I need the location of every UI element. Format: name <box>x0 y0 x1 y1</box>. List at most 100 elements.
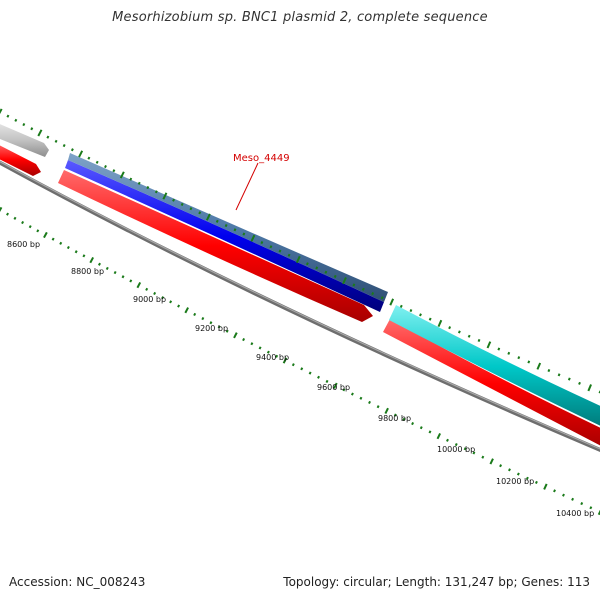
scale-tick <box>350 392 354 396</box>
scale-tick <box>317 375 320 379</box>
scale-tick <box>189 207 193 211</box>
scale-tick <box>305 262 309 266</box>
scale-tick <box>472 451 476 455</box>
scale-label: 9600 bp <box>317 383 350 392</box>
scale-tick <box>136 281 142 289</box>
scale-tick <box>553 489 556 493</box>
scale-tick <box>258 346 262 350</box>
scale-tick <box>516 472 520 476</box>
scale-tick <box>557 373 561 377</box>
scale-tick <box>597 508 600 516</box>
scale-tick <box>376 405 380 409</box>
scale-tick <box>87 156 91 160</box>
scale-tick <box>567 377 571 381</box>
scale-tick <box>233 228 237 232</box>
scale-tick <box>215 219 219 223</box>
scale-tick <box>389 298 395 306</box>
scale-label: 10000 bp <box>437 445 475 454</box>
scale-tick <box>21 220 25 225</box>
scale-tick <box>437 319 443 328</box>
scale-tick <box>428 430 432 434</box>
scale-label: 8600 bp <box>7 240 40 249</box>
scale-tick <box>477 338 481 342</box>
scale-tick <box>525 476 529 480</box>
scale-tick <box>287 253 291 257</box>
scale-tick <box>562 493 565 497</box>
scale-tick <box>180 202 184 207</box>
scale-tick <box>43 231 48 239</box>
scale-tick <box>543 483 548 490</box>
scale-tick <box>371 291 375 296</box>
scale-tick <box>146 185 150 190</box>
scale-tick <box>51 237 55 241</box>
scale-tick <box>250 234 256 242</box>
scale-tick <box>66 245 70 250</box>
gene-reverse-cyan <box>389 305 600 426</box>
scale-tick <box>342 277 347 285</box>
scale-tick <box>527 360 531 364</box>
scale-tick <box>399 304 403 308</box>
scale-tick <box>282 357 288 364</box>
scale-tick <box>580 502 584 506</box>
scale-tick <box>507 351 511 355</box>
scale-label: 9800 bp <box>378 414 411 423</box>
scale-tick <box>95 160 99 164</box>
scale-tick <box>308 371 312 375</box>
scale-tick <box>295 255 301 264</box>
scale-tick <box>172 198 176 202</box>
gene-label-leader <box>235 162 259 211</box>
scale-tick <box>275 354 279 358</box>
scale-tick <box>291 363 295 367</box>
scale-tick <box>463 447 467 451</box>
scale-tick <box>201 316 205 321</box>
scale-tick <box>368 400 371 405</box>
scale-tick <box>428 317 432 321</box>
scale-tick <box>119 171 125 179</box>
scale-tick <box>419 426 423 430</box>
scale-tick <box>0 206 3 214</box>
scale-tick <box>489 458 494 465</box>
scale-tick <box>578 381 581 385</box>
scale-tick <box>250 342 254 346</box>
scale-tick <box>121 275 125 279</box>
map-title: Mesorhizobium sp. BNC1 plasmid 2, comple… <box>112 10 488 25</box>
scale-tick <box>54 139 58 143</box>
scale-tick <box>436 432 442 440</box>
scale-tick <box>6 114 10 118</box>
scale-tick <box>0 108 3 116</box>
topology-summary: Topology: circular; Length: 131,247 bp; … <box>283 575 590 589</box>
scale-tick <box>278 249 282 253</box>
scale-tick <box>162 192 168 200</box>
scale-label: 9400 bp <box>256 353 289 362</box>
scale-tick <box>457 330 461 334</box>
scale-tick <box>184 307 189 314</box>
gene-forward-right <box>383 319 600 446</box>
scale-tick <box>36 229 40 233</box>
scale-tick <box>224 223 228 228</box>
scale-tick <box>217 325 221 329</box>
scale-tick <box>153 291 157 296</box>
scale-tick <box>28 225 32 229</box>
scale-tick <box>233 332 238 339</box>
scale-tick <box>205 213 211 221</box>
scale-label: 8800 bp <box>71 267 104 276</box>
scale-tick <box>105 266 109 271</box>
gene-reverse-blue <box>65 160 384 312</box>
scale-tick <box>333 274 337 279</box>
scale-tick <box>37 129 43 137</box>
scale-tick <box>411 421 415 426</box>
scale-tick <box>333 382 338 389</box>
scale-tick <box>547 369 551 373</box>
scale-tick <box>113 270 117 275</box>
scale-tick <box>13 216 17 220</box>
scale-tick <box>266 350 270 354</box>
scale-tick <box>82 254 86 258</box>
scale-tick <box>325 379 329 384</box>
scale-tick <box>46 135 50 139</box>
scale-tick <box>137 181 141 185</box>
scale-tick <box>587 384 592 392</box>
scale-tick <box>30 127 34 131</box>
gene-partial-grey <box>0 124 49 157</box>
scale-labels: 8600 bp 8800 bp 9000 bp 9200 bp 9400 bp … <box>7 240 594 518</box>
scale-tick <box>571 497 575 501</box>
